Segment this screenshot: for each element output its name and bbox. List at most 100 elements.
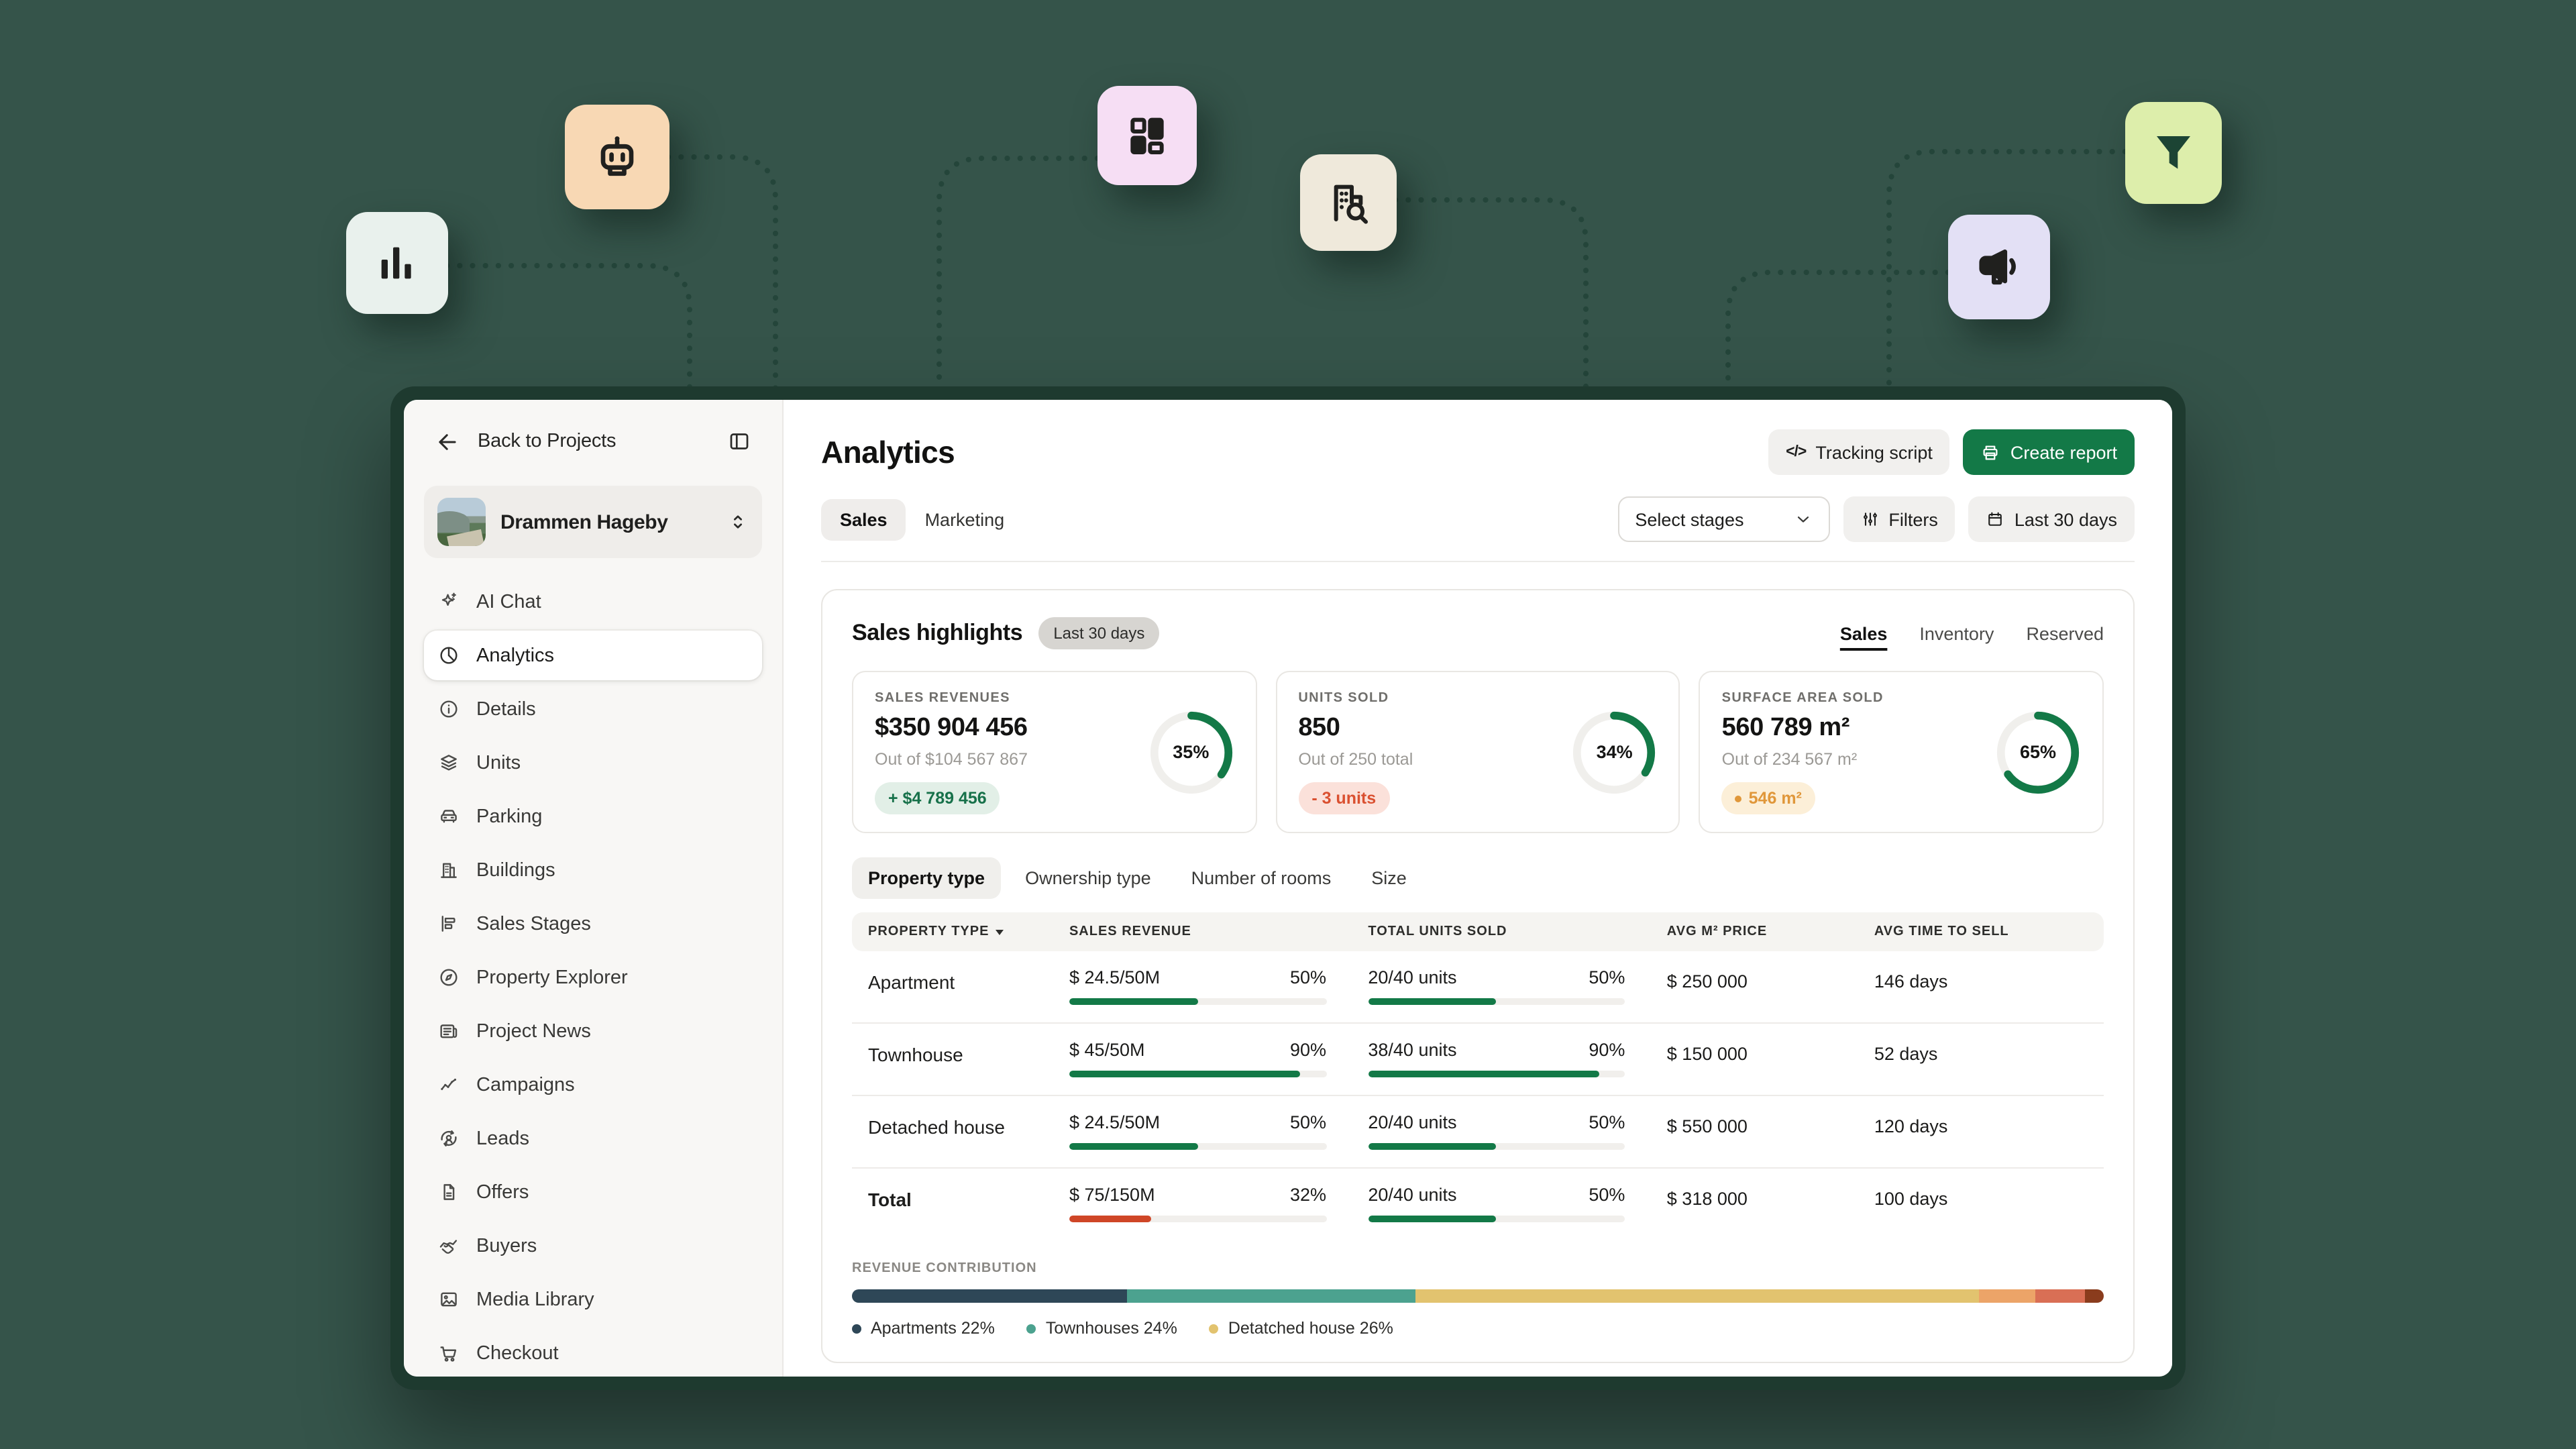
sidebar-item-label: Sales Stages: [476, 913, 591, 934]
stat-card-units-sold: UNITS SOLD 850 Out of 250 total - 3 unit…: [1275, 671, 1680, 833]
sidebar-item-buyers[interactable]: Buyers: [424, 1221, 762, 1271]
sales-highlights-card: Sales highlights Last 30 days Sales Inve…: [821, 589, 2135, 1363]
info-icon: [440, 700, 458, 718]
tab-marketing[interactable]: Marketing: [924, 509, 1005, 529]
layers-icon: [441, 755, 457, 771]
stages-icon: [441, 916, 455, 932]
time-to-sell: 146 days: [1874, 971, 1948, 991]
sidebar-item-units[interactable]: Units: [424, 738, 762, 788]
arrow-left-icon: [438, 433, 455, 449]
document-icon: [443, 1184, 455, 1200]
column-avg-m2-price: AVG M² PRICE: [1666, 924, 1768, 939]
revenue-percent: 90%: [1289, 1040, 1326, 1060]
contribution-legend: Apartments 22% Townhouses 24% Detatched …: [852, 1319, 2104, 1338]
funnel-tile: [2125, 102, 2222, 204]
sidebar-item-project-news[interactable]: Project News: [424, 1006, 762, 1056]
dashboard-grid-tile: [1097, 86, 1197, 185]
units-value: 20/40 units: [1368, 1185, 1457, 1205]
tab-size[interactable]: Size: [1371, 868, 1407, 888]
date-range-label: Last 30 days: [2014, 509, 2117, 529]
project-thumbnail: [437, 498, 486, 546]
segment-other-1: [1978, 1289, 2035, 1303]
back-to-projects-label[interactable]: Back to Projects: [478, 431, 616, 452]
donut-chart: 34%: [1569, 706, 1660, 798]
image-icon: [441, 1292, 457, 1307]
sliders-icon: [1863, 513, 1877, 526]
newspaper-icon: [440, 1024, 458, 1038]
trend-icon: [441, 1078, 457, 1090]
delta-dot-icon: [1735, 795, 1742, 802]
sidebar-item-label: Buildings: [476, 859, 555, 881]
table-row-townhouse: Townhouse $ 45/50M 90% 38/40 units 90% $ 1…: [852, 1024, 2104, 1096]
funnel-icon: [2157, 136, 2190, 169]
sidebar-item-ai-chat[interactable]: AI Chat: [424, 577, 762, 627]
time-to-sell: 100 days: [1874, 1189, 1948, 1209]
sidebar-item-label: Property Explorer: [476, 967, 628, 988]
sidebar-item-sales-stages[interactable]: Sales Stages: [424, 899, 762, 949]
avg-price: $ 150 000: [1666, 1044, 1748, 1064]
select-stages-value: Select stages: [1635, 509, 1744, 529]
sidebar-item-analytics[interactable]: Analytics: [424, 631, 762, 680]
sidebar-item-media-library[interactable]: Media Library: [424, 1275, 762, 1324]
units-percent: 50%: [1589, 1185, 1625, 1205]
revenue-percent: 50%: [1289, 967, 1326, 987]
stat-value: 850: [1298, 714, 1340, 742]
segment-other-2: [2035, 1289, 2085, 1303]
sidebar-item-campaigns[interactable]: Campaigns: [424, 1060, 762, 1110]
tracking-script-button[interactable]: </> Tracking script: [1768, 429, 1950, 475]
donut-chart: 35%: [1145, 706, 1236, 798]
create-report-button[interactable]: Create report: [1963, 429, 2135, 475]
date-range-button[interactable]: Last 30 days: [1968, 496, 2135, 542]
units-value: 20/40 units: [1368, 1112, 1457, 1132]
delta-badge: 546 m²: [1721, 782, 1815, 814]
tab-highlights-sales[interactable]: Sales: [1839, 623, 1888, 643]
stat-label: UNITS SOLD: [1298, 691, 1389, 706]
sidebar-item-label: Parking: [476, 806, 543, 827]
sidebar-item-label: Leads: [476, 1128, 530, 1149]
revenue-value: $ 24.5/50M: [1069, 1112, 1161, 1132]
sidebar-item-label: Buyers: [476, 1235, 537, 1256]
select-stages-dropdown[interactable]: Select stages: [1617, 496, 1830, 542]
revenue-meter: $ 45/50M 90%: [1069, 1040, 1326, 1077]
building-search-icon: [1334, 184, 1368, 224]
sidebar-item-property-explorer[interactable]: Property Explorer: [424, 953, 762, 1002]
revenue-meter: $ 24.5/50M 50%: [1069, 1112, 1326, 1150]
units-value: 38/40 units: [1368, 1040, 1457, 1060]
sidebar-item-leads[interactable]: Leads: [424, 1114, 762, 1163]
table-row-apartment: Apartment $ 24.5/50M 50% 20/40 units 50% $…: [852, 951, 2104, 1024]
tab-highlights-inventory[interactable]: Inventory: [1919, 623, 1994, 643]
tab-ownership-type[interactable]: Ownership type: [1025, 868, 1151, 888]
sidebar-item-details[interactable]: Details: [424, 684, 762, 734]
sidebar-item-checkout[interactable]: Checkout: [424, 1328, 762, 1377]
megaphone-tile: [1948, 215, 2050, 319]
revenue-value: $ 75/150M: [1069, 1185, 1155, 1205]
sidebar-item-offers[interactable]: Offers: [424, 1167, 762, 1217]
segment-detached-house: [1415, 1289, 1979, 1303]
sidebar-item-label: Campaigns: [476, 1074, 575, 1095]
sidebar-item-label: Analytics: [476, 645, 555, 666]
stat-card-surface-area: SURFACE AREA SOLD 560 789 m² Out of 234 …: [1699, 671, 2104, 833]
panel-icon: [730, 433, 749, 449]
tab-property-type[interactable]: Property type: [852, 857, 1002, 899]
stat-card-sales-revenues: SALES REVENUES $350 904 456 Out of $104 …: [852, 671, 1257, 833]
card-title: Sales highlights: [852, 620, 1023, 645]
revenue-value: $ 24.5/50M: [1069, 967, 1161, 987]
tab-number-of-rooms[interactable]: Number of rooms: [1191, 868, 1332, 888]
units-value: 20/40 units: [1368, 967, 1457, 987]
collapse-sidebar-button[interactable]: [722, 424, 757, 459]
sidebar-item-buildings[interactable]: Buildings: [424, 845, 762, 895]
tab-highlights-reserved[interactable]: Reserved: [2026, 623, 2104, 643]
breakdown-table: PROPERTY TYPE SALES REVENUE TOTAL UNITS …: [852, 912, 2104, 1240]
compass-icon: [440, 969, 458, 986]
sidebar-item-label: Project News: [476, 1020, 591, 1042]
back-button[interactable]: [429, 424, 464, 459]
revenue-contribution-bar: [852, 1289, 2104, 1303]
legend-dot-icon: [1026, 1324, 1036, 1333]
filters-button[interactable]: Filters: [1843, 496, 1955, 542]
tab-sales[interactable]: Sales: [821, 498, 906, 540]
column-property-type[interactable]: PROPERTY TYPE: [868, 924, 1069, 939]
units-percent: 50%: [1589, 1112, 1625, 1132]
project-selector[interactable]: Drammen Hageby: [424, 486, 762, 558]
sidebar-item-parking[interactable]: Parking: [424, 792, 762, 841]
revenue-percent: 32%: [1289, 1185, 1326, 1205]
